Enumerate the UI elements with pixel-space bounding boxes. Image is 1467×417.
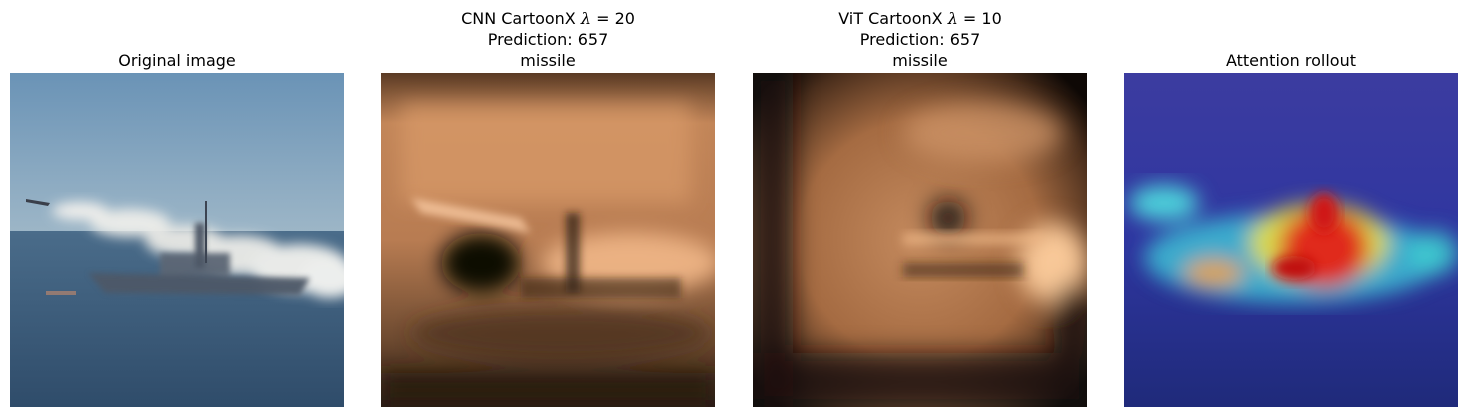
title-suffix: = 20: [591, 9, 635, 28]
title-line-1: ViT CartoonX λ = 10: [733, 8, 1107, 29]
lambda-symbol: λ: [580, 9, 591, 28]
lambda-symbol: λ: [947, 9, 958, 28]
panel-title: Attention rollout: [1104, 50, 1467, 71]
panel-title: CNN CartoonX λ = 20 Prediction: 657 miss…: [361, 8, 735, 71]
original-photo: [10, 73, 344, 407]
title-line-2: Prediction: 657: [859, 30, 981, 49]
title-line-1: CNN CartoonX λ = 20: [361, 8, 735, 29]
panel-title: ViT CartoonX λ = 10 Prediction: 657 miss…: [733, 8, 1107, 71]
title-line-2: Prediction: 657: [487, 30, 609, 49]
title-line: Attention rollout: [1225, 51, 1357, 70]
title-line-3: missile: [520, 51, 576, 70]
vit-cartoonx-mask: [753, 73, 1087, 407]
cnn-cartoonx-mask: [381, 73, 715, 407]
title-line: Original image: [118, 51, 236, 70]
panel-title: Original image: [0, 50, 364, 71]
panel-attention-rollout: Attention rollout: [1124, 0, 1458, 417]
title-suffix: = 10: [957, 9, 1002, 28]
attention-rollout-heatmap: [1124, 73, 1458, 407]
panel-cnn-cartoonx: CNN CartoonX λ = 20 Prediction: 657 miss…: [381, 0, 715, 417]
title-prefix: CNN CartoonX: [461, 9, 581, 28]
panel-vit-cartoonx: ViT CartoonX λ = 10 Prediction: 657 miss…: [753, 0, 1087, 417]
title-prefix: ViT CartoonX: [838, 9, 948, 28]
title-line-3: missile: [892, 51, 948, 70]
panel-original: Original image: [10, 0, 344, 417]
